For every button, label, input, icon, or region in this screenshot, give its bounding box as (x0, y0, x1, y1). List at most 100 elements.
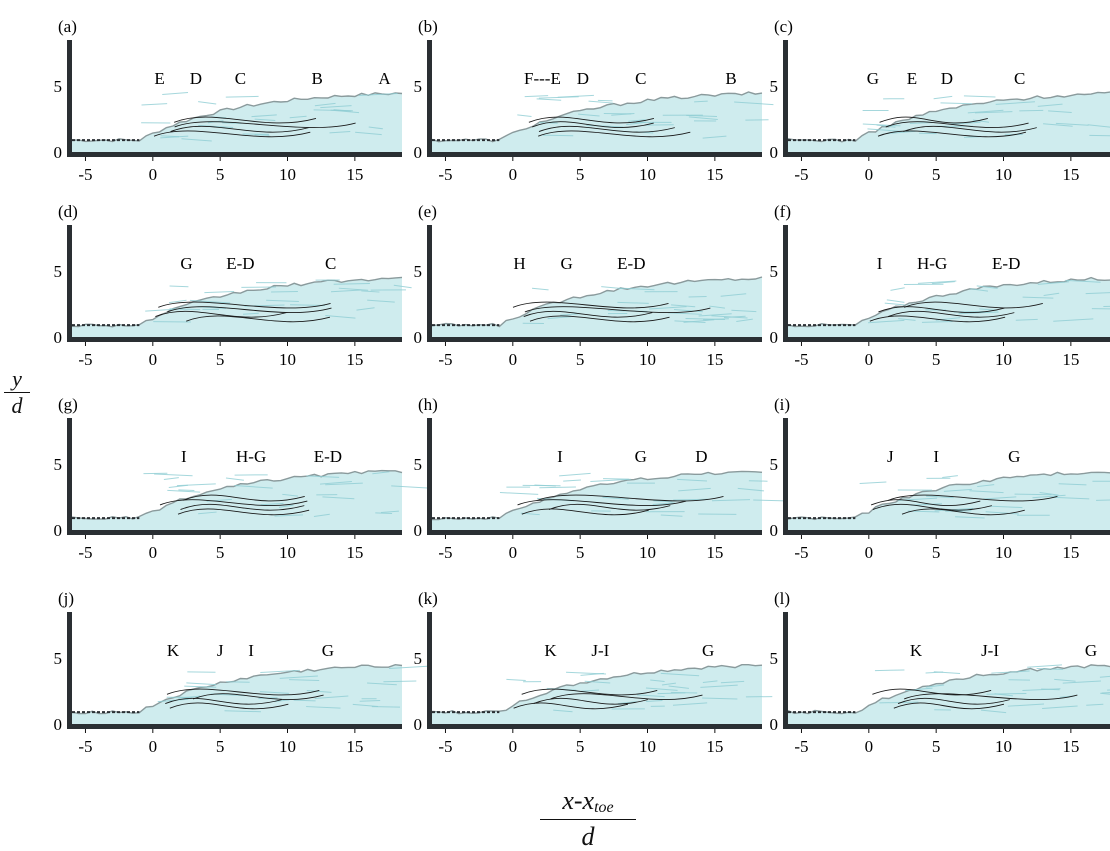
vortex-marker: G (1008, 447, 1020, 466)
x-tick-label: 15 (1062, 165, 1079, 184)
turbulence-streak (537, 99, 562, 100)
panel-tag: (a) (58, 17, 77, 36)
x-axis (427, 152, 762, 157)
x-tick-label: -5 (78, 737, 92, 756)
y-axis-label-denominator: d (4, 393, 30, 417)
x-tick-label: 10 (639, 350, 656, 369)
vortex-marker: E-D (992, 254, 1020, 273)
vortex-marker: I (877, 254, 883, 273)
y-tick-label: 5 (414, 455, 423, 474)
turbulence-streak (543, 135, 573, 136)
vortex-marker: A (378, 69, 391, 88)
x-tick-label: 5 (932, 543, 941, 562)
x-tick-label: 0 (509, 543, 518, 562)
water-body (788, 472, 1110, 530)
vortex-marker: C (1014, 69, 1025, 88)
turbulence-streak (671, 692, 697, 693)
turbulence-streak (689, 296, 707, 297)
y-tick-label: 0 (414, 143, 423, 162)
turbulence-streak (178, 490, 194, 491)
x-axis (783, 152, 1110, 157)
panel-tag: (i) (774, 395, 790, 414)
y-tick-label: 5 (414, 649, 423, 668)
y-axis (427, 612, 432, 729)
turbulence-streak (198, 102, 216, 104)
turbulence-streak (186, 683, 216, 685)
y-tick-label: 5 (770, 77, 779, 96)
x-axis (427, 724, 762, 729)
x-axis-label-subscript: toe (594, 799, 614, 816)
x-tick-label: -5 (438, 543, 452, 562)
y-tick-label: 0 (770, 521, 779, 540)
x-tick-label: 0 (509, 737, 518, 756)
y-tick-label: 5 (54, 77, 63, 96)
vortex-marker: J-I (591, 641, 609, 660)
vortex-marker: D (941, 69, 953, 88)
x-tick-label: 5 (932, 737, 941, 756)
vortex-marker: H (513, 254, 525, 273)
x-tick-label: 0 (509, 165, 518, 184)
vortex-marker: E-D (314, 447, 342, 466)
vortex-marker: I (181, 447, 187, 466)
water-body (432, 277, 762, 337)
turbulence-streak (875, 670, 904, 671)
vortex-marker: K (167, 641, 180, 660)
turbulence-streak (164, 478, 179, 480)
vortex-marker: F---E (524, 69, 561, 88)
vortex-marker: C (235, 69, 246, 88)
vortex-marker: D (577, 69, 589, 88)
x-tick-label: -5 (438, 350, 452, 369)
x-tick-label: -5 (78, 350, 92, 369)
vortex-marker: G (180, 254, 192, 273)
x-tick-label: 5 (216, 737, 225, 756)
y-axis (427, 418, 432, 535)
y-tick-label: 0 (414, 715, 423, 734)
x-axis (67, 337, 402, 342)
x-tick-label: 5 (932, 165, 941, 184)
turbulence-streak (598, 100, 613, 101)
x-axis (427, 530, 762, 535)
vortex-marker: G (702, 641, 714, 660)
turbulence-streak (942, 476, 958, 478)
x-tick-label: -5 (78, 165, 92, 184)
turbulence-streak (204, 291, 234, 292)
y-axis (67, 40, 72, 157)
x-tick-label: 0 (149, 165, 158, 184)
y-tick-label: 5 (414, 77, 423, 96)
x-tick-label: 0 (865, 737, 874, 756)
x-tick-label: 10 (639, 737, 656, 756)
x-tick-label: 5 (576, 350, 585, 369)
panel-tag: (d) (58, 202, 78, 221)
vortex-marker: B (311, 69, 322, 88)
y-axis (427, 40, 432, 157)
x-tick-label: 15 (346, 543, 363, 562)
panel-tag: (g) (58, 395, 78, 414)
x-axis-label-denominator: d (540, 820, 636, 850)
panel-tag: (j) (58, 589, 74, 608)
turbulence-streak (885, 303, 905, 305)
y-tick-label: 0 (414, 328, 423, 347)
turbulence-streak (559, 473, 590, 476)
turbulence-streak (566, 672, 606, 674)
x-tick-label: -5 (794, 737, 808, 756)
x-tick-label: 5 (216, 350, 225, 369)
x-tick-label: 5 (576, 737, 585, 756)
turbulence-streak (860, 482, 887, 484)
vortex-marker: E (907, 69, 917, 88)
y-axis (783, 40, 788, 157)
x-tick-label: 0 (865, 165, 874, 184)
x-tick-label: 10 (279, 165, 296, 184)
turbulence-streak (887, 300, 905, 303)
x-tick-label: 15 (1062, 350, 1079, 369)
panel-tag: (b) (418, 17, 438, 36)
y-tick-label: 5 (770, 455, 779, 474)
turbulence-streak (890, 288, 904, 291)
x-tick-label: 15 (1062, 737, 1079, 756)
x-tick-label: 10 (279, 737, 296, 756)
